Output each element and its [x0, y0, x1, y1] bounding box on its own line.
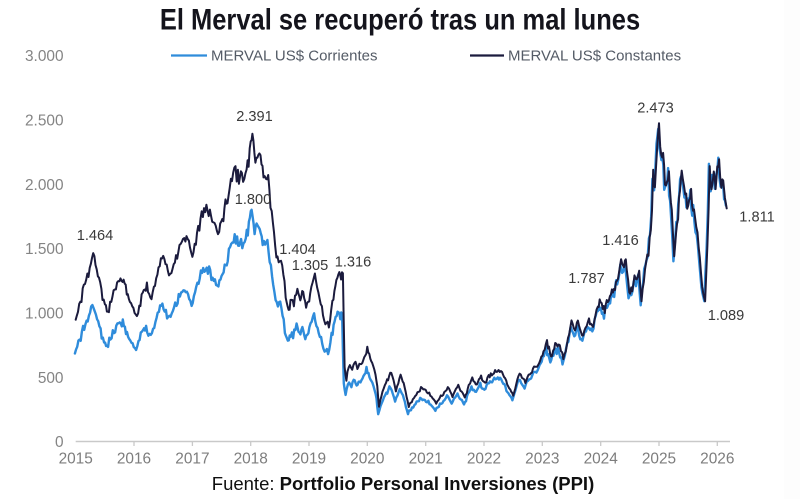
svg-text:2021: 2021 [409, 451, 443, 468]
svg-text:2025: 2025 [642, 451, 676, 468]
svg-text:1.305: 1.305 [292, 258, 329, 274]
svg-text:1.800: 1.800 [235, 192, 272, 208]
svg-text:2.473: 2.473 [637, 101, 674, 117]
svg-text:2.500: 2.500 [25, 112, 64, 129]
svg-text:2017: 2017 [175, 451, 209, 468]
svg-text:1.316: 1.316 [335, 255, 372, 271]
svg-text:2019: 2019 [292, 451, 326, 468]
svg-text:1.000: 1.000 [25, 306, 64, 323]
svg-text:500: 500 [38, 370, 64, 387]
svg-text:2015: 2015 [59, 451, 93, 468]
svg-text:1.787: 1.787 [568, 271, 605, 287]
svg-text:1.416: 1.416 [602, 233, 639, 249]
svg-text:MERVAL US$ Corrientes: MERVAL US$ Corrientes [211, 48, 377, 65]
svg-text:1.500: 1.500 [25, 241, 64, 258]
svg-text:2.391: 2.391 [236, 109, 273, 125]
svg-text:MERVAL US$ Constantes: MERVAL US$ Constantes [508, 48, 681, 65]
svg-text:2.000: 2.000 [25, 177, 64, 194]
svg-text:1.404: 1.404 [279, 242, 316, 258]
svg-text:0: 0 [55, 434, 64, 451]
svg-text:1.464: 1.464 [77, 228, 114, 244]
svg-text:2024: 2024 [584, 451, 619, 468]
svg-text:2018: 2018 [234, 451, 268, 468]
svg-text:Fuente: Portfolio Personal Inv: Fuente: Portfolio Personal Inversiones (… [212, 473, 594, 494]
svg-text:1.811: 1.811 [739, 210, 774, 226]
svg-text:2020: 2020 [350, 451, 384, 468]
svg-text:1.089: 1.089 [708, 308, 745, 324]
svg-text:2022: 2022 [467, 451, 501, 468]
svg-text:3.000: 3.000 [25, 48, 64, 65]
svg-text:El Merval se recuperó tras un: El Merval se recuperó tras un mal lunes [160, 3, 640, 36]
svg-text:2023: 2023 [525, 451, 559, 468]
svg-text:2026: 2026 [700, 451, 734, 468]
svg-text:2016: 2016 [117, 451, 151, 468]
